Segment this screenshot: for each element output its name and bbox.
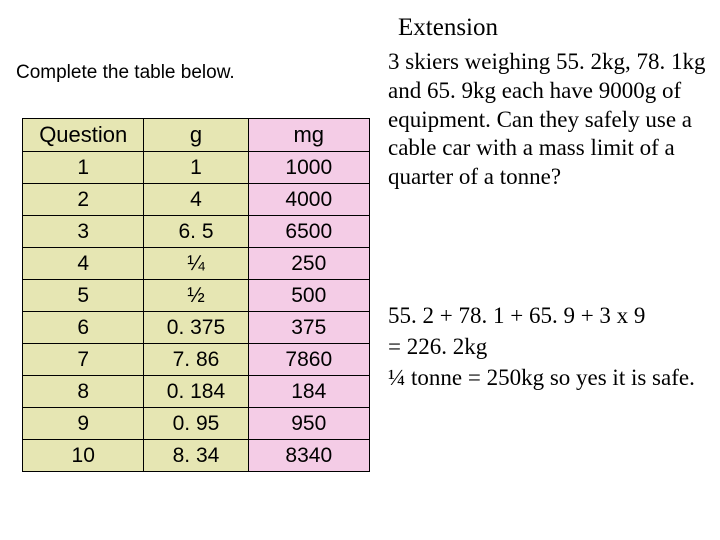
table-row: 2 4 4000: [23, 184, 370, 216]
cell-mg: 250: [248, 248, 369, 280]
extension-title: Extension: [398, 14, 498, 42]
table-row: 5 ½ 500: [23, 280, 370, 312]
table-row: 1 1 1000: [23, 152, 370, 184]
header-g: g: [144, 119, 248, 152]
table-row: 9 0. 95 950: [23, 408, 370, 440]
answer-line: ¼ tonne = 250kg so yes it is safe.: [388, 362, 706, 393]
cell-mg: 7860: [248, 344, 369, 376]
cell-g: 0. 95: [144, 408, 248, 440]
table-row: 4 ¼ 250: [23, 248, 370, 280]
cell-g: 0. 375: [144, 312, 248, 344]
answer-line: = 226. 2kg: [388, 331, 706, 362]
cell-mg: 375: [248, 312, 369, 344]
cell-mg: 6500: [248, 216, 369, 248]
table-row: 10 8. 34 8340: [23, 440, 370, 472]
header-mg: mg: [248, 119, 369, 152]
extension-question: 3 skiers weighing 55. 2kg, 78. 1kg and 6…: [388, 48, 706, 192]
cell-question: 7: [23, 344, 144, 376]
header-question: Question: [23, 119, 144, 152]
cell-g: 7. 86: [144, 344, 248, 376]
answer-line: 55. 2 + 78. 1 + 65. 9 + 3 x 9: [388, 300, 706, 331]
cell-g: ¼: [144, 248, 248, 280]
cell-mg: 184: [248, 376, 369, 408]
cell-question: 4: [23, 248, 144, 280]
cell-mg: 8340: [248, 440, 369, 472]
table-row: 7 7. 86 7860: [23, 344, 370, 376]
cell-question: 9: [23, 408, 144, 440]
conversion-table: Question g mg 1 1 1000 2 4 4000 3 6. 5 6…: [22, 118, 370, 472]
cell-question: 1: [23, 152, 144, 184]
table-header-row: Question g mg: [23, 119, 370, 152]
cell-mg: 950: [248, 408, 369, 440]
cell-question: 3: [23, 216, 144, 248]
conversion-table-container: Question g mg 1 1 1000 2 4 4000 3 6. 5 6…: [22, 118, 370, 472]
cell-g: 4: [144, 184, 248, 216]
cell-g: 0. 184: [144, 376, 248, 408]
table-row: 3 6. 5 6500: [23, 216, 370, 248]
table-row: 6 0. 375 375: [23, 312, 370, 344]
extension-answer: 55. 2 + 78. 1 + 65. 9 + 3 x 9 = 226. 2kg…: [388, 300, 706, 393]
cell-question: 2: [23, 184, 144, 216]
table-row: 8 0. 184 184: [23, 376, 370, 408]
cell-mg: 1000: [248, 152, 369, 184]
instruction-text: Complete the table below.: [16, 62, 235, 84]
cell-question: 8: [23, 376, 144, 408]
cell-question: 6: [23, 312, 144, 344]
cell-mg: 500: [248, 280, 369, 312]
cell-g: 1: [144, 152, 248, 184]
cell-g: ½: [144, 280, 248, 312]
cell-g: 6. 5: [144, 216, 248, 248]
cell-question: 10: [23, 440, 144, 472]
cell-g: 8. 34: [144, 440, 248, 472]
cell-mg: 4000: [248, 184, 369, 216]
cell-question: 5: [23, 280, 144, 312]
